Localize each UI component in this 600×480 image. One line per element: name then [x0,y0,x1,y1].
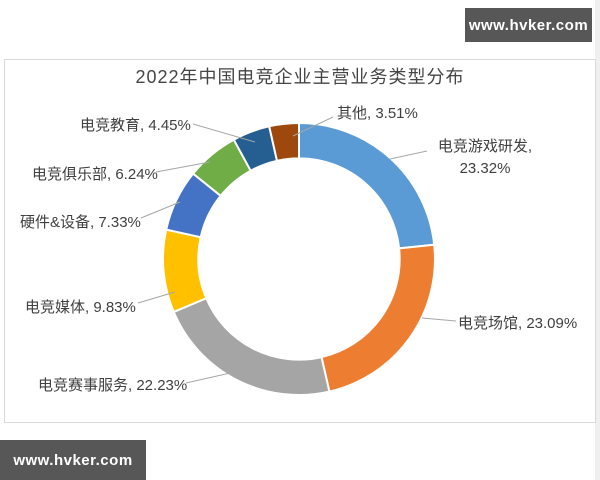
segment-label-7: 其他, 3.51% [337,105,418,122]
leader-line-4 [140,201,181,219]
segment-label-6: 电竞教育, 4.45% [80,117,191,134]
segment-label-0: 电竞游戏研发, 23.32% [437,138,533,177]
donut-segment-1 [320,243,436,393]
segment-label-5: 电竞俱乐部, 6.24% [32,166,158,183]
donut-segment-0 [298,121,436,250]
segment-label-3: 电竞媒体, 9.83% [25,299,136,316]
chart-title: 2022年中国电竞企业主营业务类型分布 [135,67,465,87]
leader-line-5 [155,161,211,173]
donut-segment-3 [161,228,208,314]
leader-line-7 [292,116,334,137]
leader-line-6 [192,123,256,143]
watermark-top-right: www.hvker.com [465,8,592,42]
leader-line-3 [137,291,176,304]
segment-label-2: 电竞赛事服务, 22.23% [38,377,188,394]
leader-line-1 [421,317,457,322]
watermark-bottom-left: www.hvker.com [0,440,146,480]
segment-label-1: 电竞场馆, 23.09% [458,315,578,332]
page-right-edge-shade [595,0,600,480]
segment-label-4: 硬件&设备, 7.33% [20,214,141,231]
leader-line-2 [185,368,249,384]
donut-segment-7 [268,121,300,162]
leader-line-0 [389,150,428,160]
